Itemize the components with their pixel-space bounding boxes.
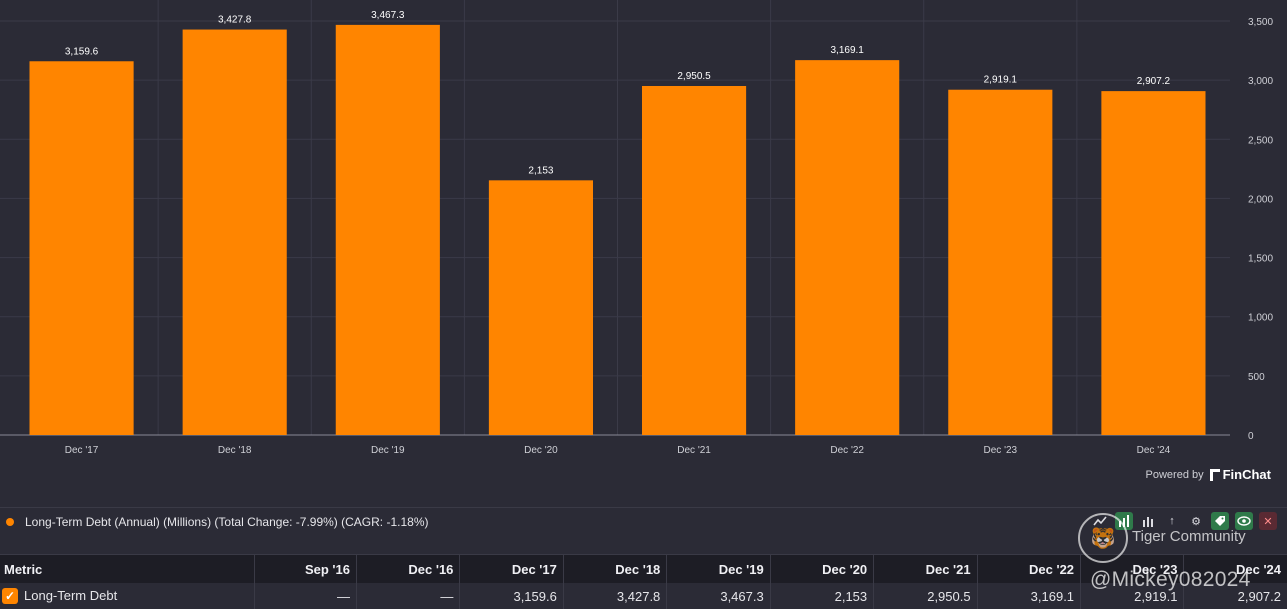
data-label: 3,169.1	[831, 45, 865, 56]
sort-icon[interactable]: ↑	[1169, 515, 1175, 527]
bar	[488, 180, 593, 435]
data-label: 2,919.1	[984, 75, 1018, 86]
bar	[29, 61, 134, 435]
x-tick-label: Dec '22	[830, 445, 864, 456]
legend[interactable]: Long-Term Debt (Annual) (Millions) (Tota…	[6, 515, 428, 529]
column-header[interactable]: Dec '19	[666, 555, 771, 583]
bar	[335, 24, 440, 435]
table-cell: 2,950.5	[873, 583, 978, 609]
table-row: ✓ Long-Term Debt — — 3,159.6 3,427.8 3,46…	[0, 583, 1287, 609]
y-tick-label: 3,000	[1248, 76, 1273, 87]
bar-chart-icon[interactable]	[1115, 512, 1133, 530]
legend-dot	[6, 518, 14, 526]
metrics-table: Metric Sep '16 Dec '16 Dec '17 Dec '18 D…	[0, 555, 1287, 609]
watermark-brand: Tiger Community	[1132, 528, 1246, 545]
y-tick-label: 1,000	[1248, 313, 1273, 324]
column-header[interactable]: Dec '23	[1080, 555, 1185, 583]
powered-by-text: Powered by	[1145, 468, 1204, 481]
x-tick-label: Dec '18	[218, 445, 252, 456]
column-header[interactable]: Sep '16	[254, 555, 357, 583]
table-cell: 3,169.1	[977, 583, 1082, 609]
data-label: 2,153	[528, 165, 553, 176]
column-header[interactable]: Metric	[0, 555, 255, 583]
line-chart-icon[interactable]	[1091, 512, 1109, 530]
x-tick-label: Dec '20	[524, 445, 558, 456]
divider	[0, 554, 1287, 555]
finchat-logo[interactable]: FinChat	[1209, 467, 1271, 482]
x-tick-label: Dec '17	[65, 445, 99, 456]
y-tick-label: 3,500	[1248, 17, 1273, 28]
metric-cell: ✓ Long-Term Debt	[0, 583, 255, 609]
bar	[1101, 91, 1206, 435]
metric-name: Long-Term Debt	[24, 587, 118, 603]
close-icon[interactable]: ✕	[1259, 512, 1277, 530]
y-tick-label: 0	[1248, 431, 1254, 442]
x-tick-label: Dec '24	[1137, 445, 1171, 456]
column-header[interactable]: Dec '18	[563, 555, 668, 583]
legend-label: Long-Term Debt (Annual) (Millions) (Tota…	[25, 515, 429, 529]
table-cell: 2,919.1	[1080, 583, 1185, 609]
data-label: 3,467.3	[371, 10, 405, 21]
y-tick-label: 500	[1248, 372, 1265, 383]
table-cell: 2,907.2	[1183, 583, 1287, 609]
column-header[interactable]: Dec '22	[977, 555, 1082, 583]
table-cell: 3,427.8	[563, 583, 668, 609]
x-tick-label: Dec '19	[371, 445, 405, 456]
x-tick-label: Dec '23	[984, 445, 1018, 456]
bar	[948, 89, 1053, 436]
table-cell: 3,467.3	[666, 583, 771, 609]
tag-icon[interactable]	[1211, 512, 1229, 530]
checkbox-checked-icon[interactable]: ✓	[2, 588, 18, 605]
bar	[642, 85, 747, 436]
finchat-logo-text: FinChat	[1222, 467, 1271, 482]
table-cell: 2,153	[770, 583, 875, 609]
column-header[interactable]: Dec '24	[1183, 555, 1287, 583]
table-cell: —	[254, 583, 357, 609]
table-cell: 3,159.6	[459, 583, 564, 609]
column-header[interactable]: Dec '21	[873, 555, 978, 583]
table-cell: —	[356, 583, 461, 609]
bar	[182, 29, 287, 436]
chart-toolbar: ↑ ⚙ ✕	[1091, 512, 1277, 530]
bar-chart: 0 500 1,000 1,500 2,000 2,500 3,000 3,500 3,159.…	[0, 0, 1273, 456]
divider	[0, 507, 1287, 508]
finchat-logo-icon	[1209, 468, 1220, 481]
data-label: 3,427.8	[218, 15, 252, 26]
powered-by: Powered by FinChat	[1146, 467, 1271, 482]
y-tick-label: 2,500	[1248, 135, 1273, 146]
data-label: 2,907.2	[1137, 76, 1171, 87]
gear-icon[interactable]: ⚙	[1191, 515, 1201, 528]
table-header-row: Metric Sep '16 Dec '16 Dec '17 Dec '18 D…	[0, 555, 1287, 583]
y-tick-label: 1,500	[1248, 254, 1273, 265]
column-header[interactable]: Dec '20	[770, 555, 875, 583]
data-label: 3,159.6	[65, 46, 99, 57]
column-header[interactable]: Dec '16	[356, 555, 461, 583]
x-tick-label: Dec '21	[677, 445, 711, 456]
column-header[interactable]: Dec '17	[459, 555, 564, 583]
bar	[795, 60, 900, 435]
data-label: 2,950.5	[677, 71, 711, 82]
eye-icon[interactable]	[1235, 512, 1253, 530]
grouped-bar-icon[interactable]	[1139, 512, 1157, 530]
y-tick-label: 2,000	[1248, 194, 1273, 205]
